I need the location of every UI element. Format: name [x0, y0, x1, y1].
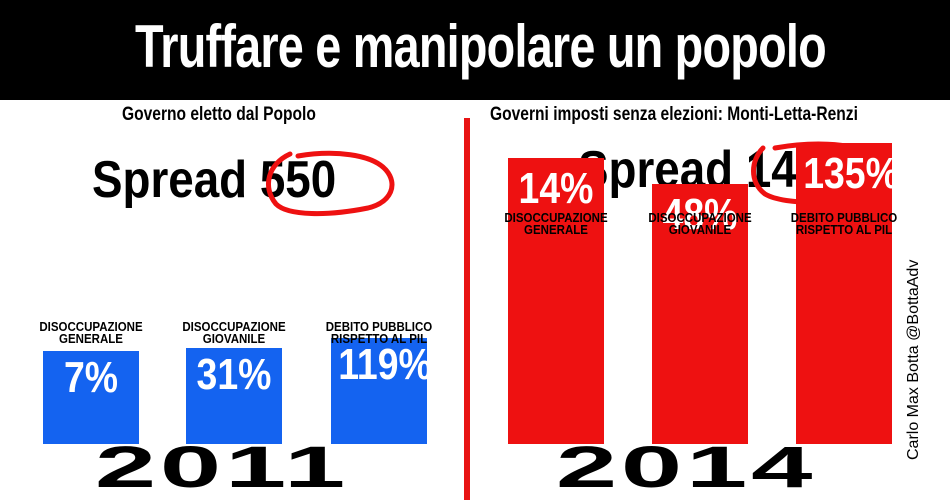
left-panel-title: Governo eletto dal Popolo	[122, 104, 316, 125]
left-bar-category-3-line-1: DEBITO PUBBLICO	[325, 320, 433, 334]
title-banner: Truffare e manipolare un popolo	[0, 0, 950, 100]
left-spread-circle	[266, 150, 395, 217]
right-bar-category-3: DEBITO PUBBLICO RISPETTO AL PIL	[784, 211, 904, 237]
right-year: 2014	[555, 435, 817, 500]
left-bar-3: 119%	[331, 337, 432, 444]
right-bar-3: 135%	[796, 143, 899, 444]
left-bar-category-2-line-1: DISOCCUPAZIONE	[182, 320, 286, 334]
right-bar-value-1: 14%	[518, 164, 594, 213]
left-bar-1: 7%	[43, 351, 139, 444]
right-bar-1: 14%	[508, 158, 604, 444]
left-bar-category-3-line-2: RISPETTO AL PIL	[330, 332, 428, 346]
right-bar-category-2-line-2: GIOVANILE	[668, 223, 732, 237]
left-spread: Spread 550	[92, 150, 336, 210]
left-bar-category-1: DISOCCUPAZIONE GENERALE	[31, 320, 151, 346]
left-bar-value-3: 119%	[338, 339, 432, 389]
right-bar-category-2: DISOCCUPAZIONE GIOVANILE	[640, 211, 760, 237]
right-bar-2: 48%	[652, 184, 748, 444]
right-bar-category-3-line-2: RISPETTO AL PIL	[795, 223, 893, 237]
author-credit: Carlo Max Botta @BottaAdv	[905, 259, 922, 460]
left-year: 2011	[94, 435, 350, 500]
left-spread-label: Spread	[92, 151, 248, 209]
right-bar-category-1: DISOCCUPAZIONE GENERALE	[496, 211, 616, 237]
left-bar-value-1: 7%	[63, 353, 119, 403]
right-panel-title: Governi imposti senza elezioni: Monti-Le…	[490, 104, 858, 125]
panel-divider	[464, 118, 470, 500]
left-bar-2: 31%	[186, 348, 282, 444]
right-bar-value-3: 135%	[803, 149, 899, 198]
left-bar-category-2: DISOCCUPAZIONE GIOVANILE	[174, 320, 294, 346]
right-bar-category-3-line-1: DEBITO PUBBLICO	[790, 211, 898, 225]
left-bar-category-1-line-1: DISOCCUPAZIONE	[39, 320, 143, 334]
right-bar-value-2: 48%	[662, 190, 738, 239]
left-bar-category-1-line-2: GENERALE	[59, 332, 123, 346]
right-bar-category-1-line-2: GENERALE	[524, 223, 588, 237]
right-bar-category-2-line-1: DISOCCUPAZIONE	[648, 211, 752, 225]
left-bar-category-2-line-2: GIOVANILE	[202, 332, 266, 346]
right-bar-category-1-line-1: DISOCCUPAZIONE	[504, 211, 608, 225]
left-bar-value-2: 31%	[196, 350, 272, 400]
left-bar-category-3: DEBITO PUBBLICO RISPETTO AL PIL	[319, 320, 439, 346]
page-title: Truffare e manipolare un popolo	[135, 13, 827, 80]
